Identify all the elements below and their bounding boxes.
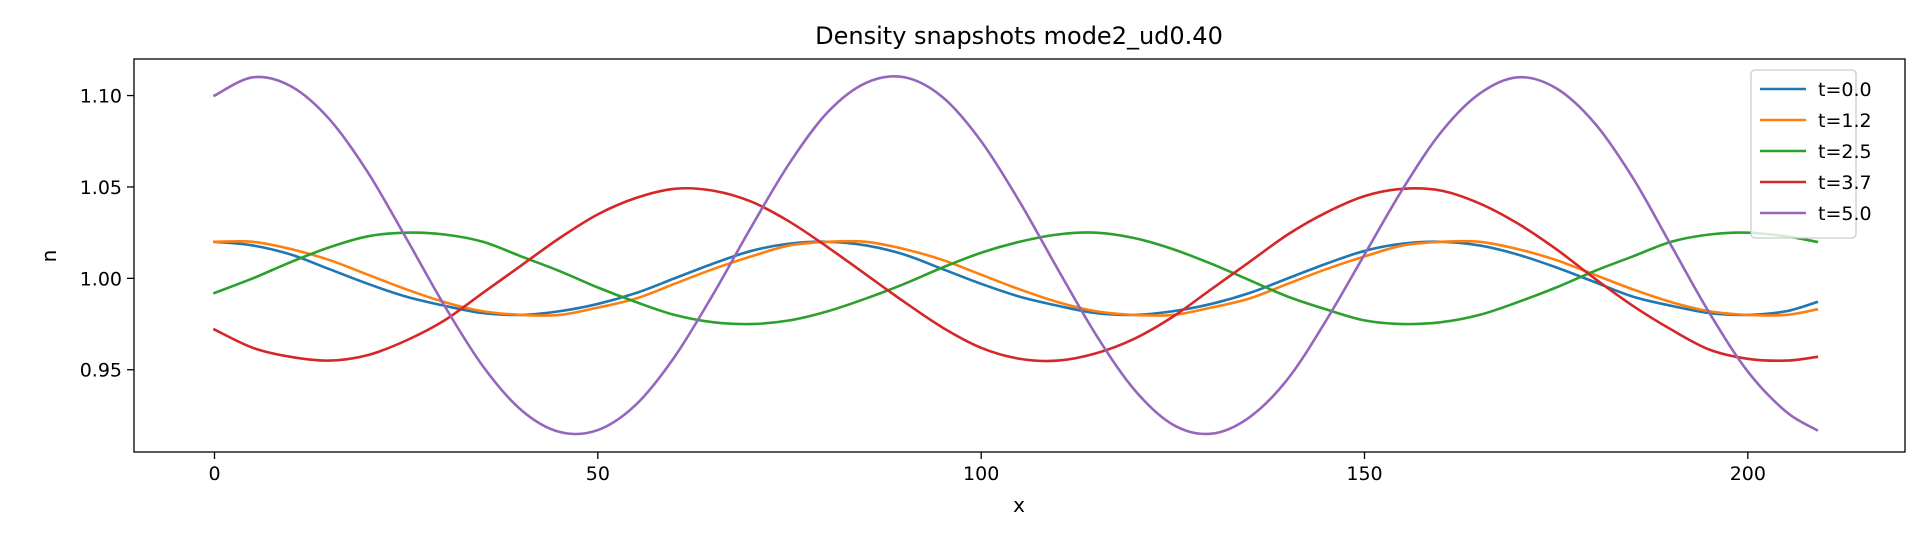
y-tick-label: 1.00 [80, 268, 122, 290]
legend-box [1750, 69, 1857, 239]
series-lines [212, 74, 1819, 436]
series-line-2 [212, 231, 1819, 326]
y-tick-label: 1.05 [80, 177, 122, 199]
x-axis-label: x [1013, 493, 1025, 517]
legend-label-3: t=3.7 [1818, 172, 1872, 194]
series-line-4 [212, 74, 1819, 436]
x-axis-ticks: 0 50 100 150 200 [208, 452, 1766, 485]
series-line-1 [213, 239, 1819, 317]
legend-label-2: t=2.5 [1818, 141, 1872, 163]
legend-label-1: t=1.2 [1818, 110, 1872, 132]
y-tick-label: 0.95 [80, 360, 122, 382]
chart-title: Density snapshots mode2_ud0.40 [815, 22, 1223, 50]
plot-frame [133, 58, 1906, 453]
series-line-0 [213, 240, 1819, 317]
legend: t=0.0 t=1.2 t=2.5 t=3.7 t=5.0 [1750, 69, 1872, 239]
legend-items: t=0.0 t=1.2 t=2.5 t=3.7 t=5.0 [1760, 79, 1872, 225]
x-tick-label: 0 [208, 463, 220, 485]
x-tick-label: 100 [963, 463, 999, 485]
series-line-3 [212, 186, 1819, 363]
x-tick-label: 150 [1346, 463, 1382, 485]
y-tick-label: 1.10 [80, 86, 122, 108]
x-tick-label: 50 [586, 463, 610, 485]
y-axis-ticks: 0.95 1.00 1.05 1.10 [80, 86, 134, 382]
legend-label-4: t=5.0 [1818, 203, 1872, 225]
x-tick-label: 200 [1730, 463, 1766, 485]
y-axis-label: n [37, 250, 61, 263]
legend-label-0: t=0.0 [1818, 79, 1872, 101]
